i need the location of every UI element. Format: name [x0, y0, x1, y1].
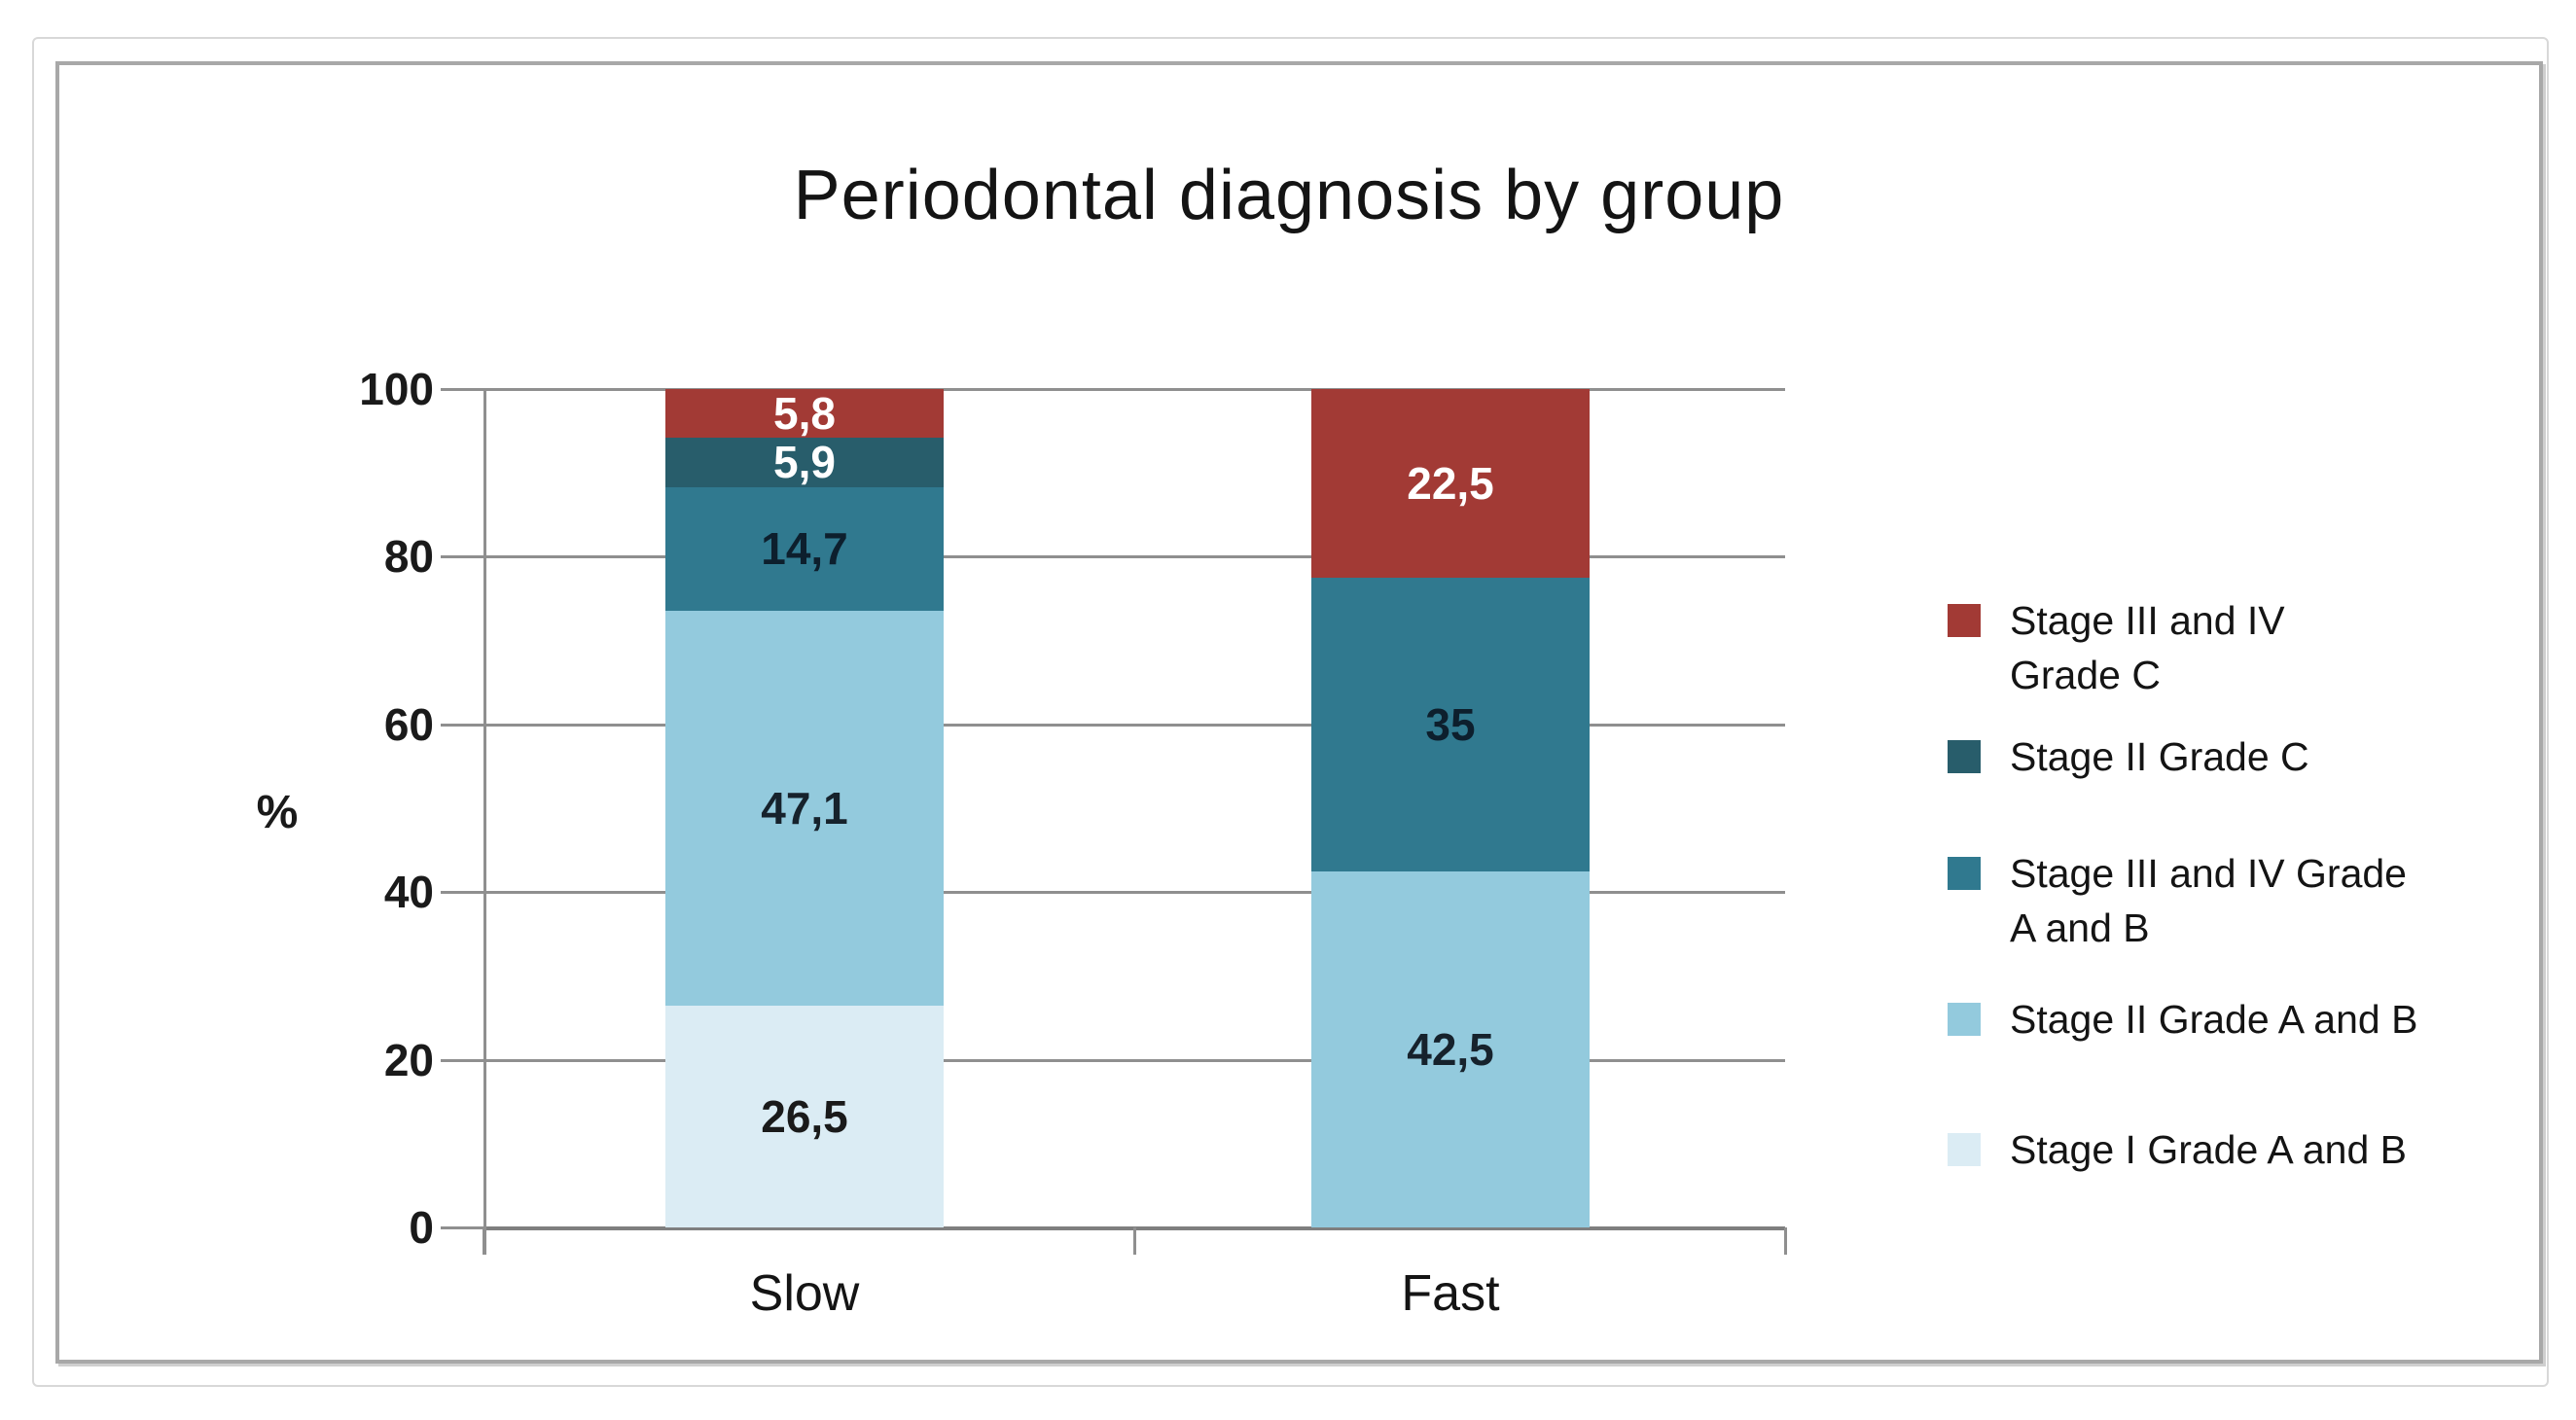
legend-label-line: Stage III and IV — [2010, 598, 2285, 643]
legend-label-line: Grade C — [2010, 653, 2161, 697]
legend-label: Stage I Grade A and B — [2010, 1122, 2407, 1177]
legend-swatch-icon — [1948, 604, 1981, 637]
segment-slow-stage-i-grade-a-and-b: 26,5 — [665, 1005, 944, 1227]
y-axis-title: % — [256, 787, 299, 838]
y-tick-mark-40 — [441, 891, 483, 895]
segment-fast-stage-ii-grade-a-and-b: 42,5 — [1311, 870, 1590, 1227]
legend: Stage III and IV Grade C Stage II Grade C S… — [1948, 593, 2531, 1177]
gridline-40 — [483, 891, 1785, 895]
gridline-60 — [483, 723, 1785, 727]
legend-label-line: Stage II Grade A and B — [2010, 997, 2418, 1042]
y-tick-mark-0 — [441, 1226, 483, 1229]
legend-label: Stage II Grade A and B — [2010, 992, 2417, 1047]
legend-swatch-icon — [1948, 1133, 1981, 1166]
legend-item-stage-iii-and-iv-grade-a-and-b: Stage III and IV Grade A and B — [1948, 846, 2531, 955]
legend-label: Stage II Grade C — [2010, 729, 2309, 784]
legend-label-line: Stage II Grade C — [2010, 734, 2309, 779]
y-tick-mark-100 — [441, 388, 483, 391]
chart-title: Periodontal diagnosis by group — [793, 157, 1785, 234]
legend-label: Stage III and IV Grade C — [2010, 593, 2285, 702]
y-tick-mark-60 — [441, 723, 483, 727]
legend-label-line: Stage I Grade A and B — [2010, 1127, 2408, 1172]
legend-item-stage-i-grade-a-and-b: Stage I Grade A and B — [1948, 1122, 2531, 1177]
x-tick-mark-0 — [483, 1227, 485, 1255]
gridline-20 — [483, 1058, 1785, 1062]
segment-value-label: 5,8 — [773, 388, 836, 439]
legend-item-stage-ii-grade-c: Stage II Grade C — [1948, 729, 2531, 784]
segment-slow-stage-iii-and-iv-grade-c: 5,8 — [665, 389, 944, 438]
segment-value-label: 35 — [1425, 698, 1476, 750]
gridline-80 — [483, 555, 1785, 559]
y-tick-label-100: 100 — [359, 364, 434, 414]
y-tick-label-20: 20 — [383, 1034, 434, 1085]
gridline-100 — [483, 388, 1785, 391]
stacked-bar-fast: 42,5 35 22,5 — [1311, 389, 1590, 1227]
segment-value-label: 26,5 — [761, 1090, 848, 1142]
segment-value-label: 47,1 — [761, 782, 848, 834]
segment-value-label: 14,7 — [761, 523, 848, 575]
legend-item-stage-iii-and-iv-grade-c: Stage III and IV Grade C — [1948, 593, 2531, 702]
y-tick-mark-80 — [441, 555, 483, 559]
segment-slow-stage-iii-and-iv-grade-a-and-b: 14,7 — [665, 486, 944, 611]
y-tick-label-0: 0 — [409, 1202, 434, 1253]
legend-swatch-icon — [1948, 740, 1981, 773]
segment-value-label: 5,9 — [773, 437, 836, 488]
x-category-label-fast: Fast — [1401, 1265, 1500, 1322]
legend-label: Stage III and IV Grade A and B — [2010, 846, 2407, 955]
y-tick-label-80: 80 — [383, 531, 434, 583]
segment-slow-stage-ii-grade-c: 5,9 — [665, 438, 944, 487]
segment-value-label: 22,5 — [1407, 457, 1494, 509]
x-category-label-slow: Slow — [749, 1265, 860, 1322]
x-tick-mark-1 — [1133, 1227, 1136, 1255]
segment-fast-stage-iii-and-iv-grade-c: 22,5 — [1311, 389, 1590, 578]
legend-label-line: A and B — [2010, 905, 2150, 950]
segment-slow-stage-ii-grade-a-and-b: 47,1 — [665, 610, 944, 1006]
y-tick-mark-20 — [441, 1058, 483, 1062]
x-tick-mark-2 — [1784, 1227, 1787, 1255]
legend-swatch-icon — [1948, 1003, 1981, 1036]
y-tick-label-60: 60 — [383, 698, 434, 750]
y-axis-line — [483, 389, 486, 1255]
legend-item-stage-ii-grade-a-and-b: Stage II Grade A and B — [1948, 992, 2531, 1047]
segment-fast-stage-iii-and-iv-grade-a-and-b: 35 — [1311, 577, 1590, 871]
segment-value-label: 42,5 — [1407, 1023, 1494, 1075]
y-tick-label-40: 40 — [383, 867, 434, 918]
legend-swatch-icon — [1948, 857, 1981, 890]
legend-label-line: Stage III and IV Grade — [2010, 851, 2407, 896]
stacked-bar-slow: 26,5 47,1 14,7 5,9 5,8 — [665, 389, 944, 1227]
chart-frame — [55, 61, 2543, 1364]
